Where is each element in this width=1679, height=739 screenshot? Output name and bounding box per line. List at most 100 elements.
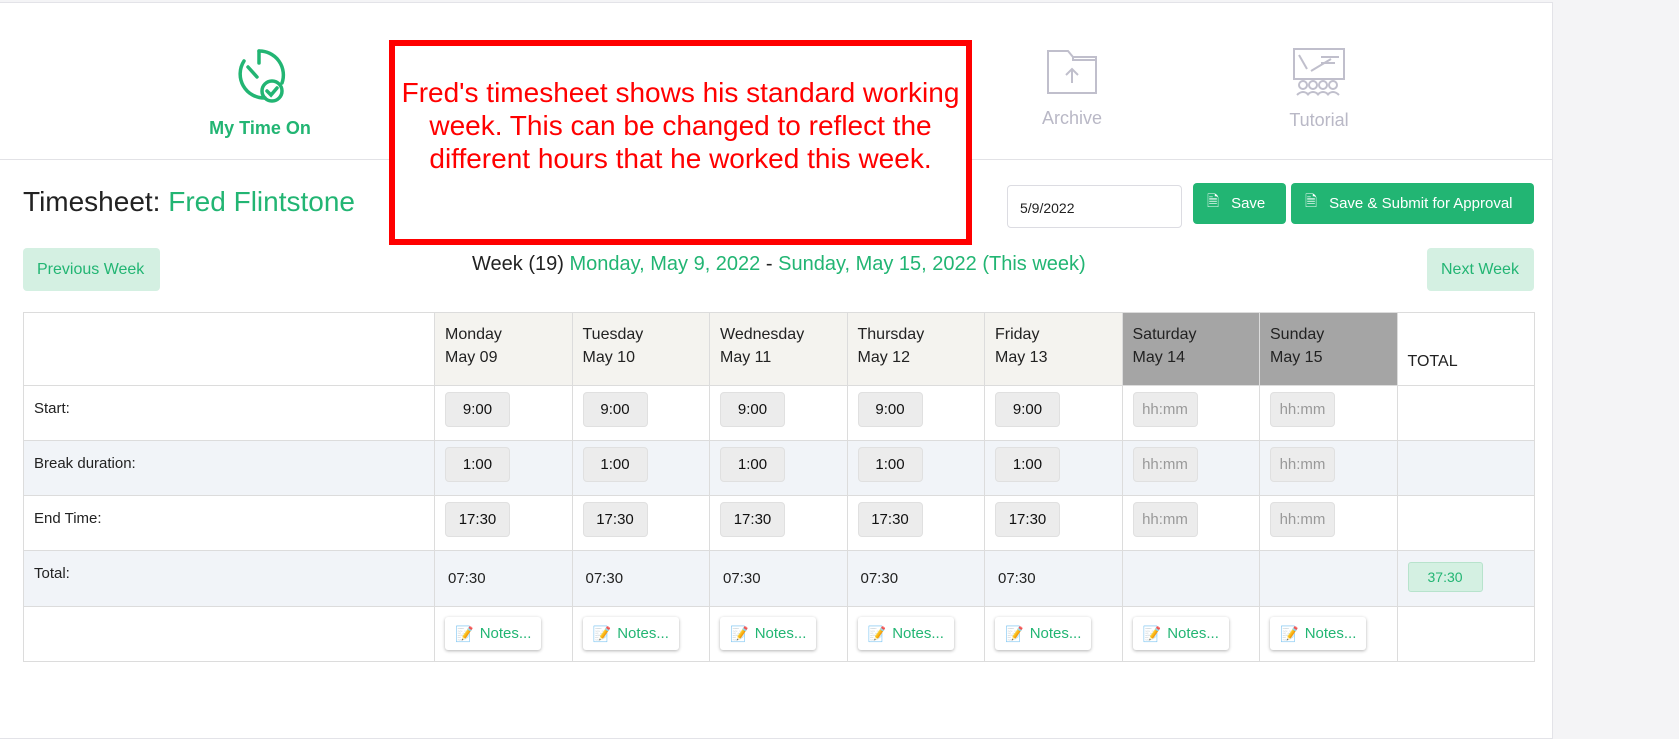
time-input[interactable]: 1:00 [720,447,785,482]
notes-button[interactable]: 📝 Notes... [1270,617,1367,650]
time-input[interactable]: 17:30 [857,502,923,537]
edit-note-icon: 📝 [1280,625,1299,643]
total-header: TOTAL [1396,312,1535,386]
day-total: 07:30 [998,570,1036,587]
cell: 07:30 [571,550,710,607]
cell: 📝 Notes... [709,606,848,662]
edit-note-icon: 📝 [730,625,749,643]
cell: 📝 Notes... [1121,606,1260,662]
day-header: Saturday May 14 [1121,312,1260,386]
cell: 9:00 [984,385,1123,441]
time-input[interactable]: 17:30 [582,502,648,537]
row-total-cell [1396,385,1535,441]
day-header: Friday May 13 [984,312,1123,386]
submit-button[interactable]: 🗎 Save & Submit for Approval [1291,183,1534,224]
time-input[interactable]: 9:00 [995,392,1060,427]
cell: 📝 Notes... [571,606,710,662]
cell: 07:30 [984,550,1123,607]
table-row: End Time: 17:30 17:30 17:30 17:30 17:30 hh:mm h… [23,495,1535,551]
time-input[interactable]: 9:00 [720,392,785,427]
day-header: Tuesday May 10 [571,312,710,386]
notes-label: Notes... [1029,625,1082,642]
cell: hh:mm [1121,385,1260,441]
submit-label: Save & Submit for Approval [1329,195,1513,212]
notes-button[interactable]: 📝 Notes... [995,617,1092,650]
cell: 17:30 [709,495,848,551]
save-button[interactable]: 🗎 Save [1193,183,1286,224]
day-name: Saturday [1132,326,1197,343]
cell: 07:30 [846,550,985,607]
day-total: 07:30 [723,570,761,587]
timer-check-icon [238,49,286,103]
time-input[interactable]: 1:00 [445,447,510,482]
previous-week-button[interactable]: Previous Week [23,248,160,291]
time-input[interactable]: 17:30 [995,502,1060,537]
title-prefix: Timesheet: [23,186,161,217]
day-header: Thursday May 12 [846,312,985,386]
day-date: May 12 [857,349,910,366]
cell: 1:00 [434,440,573,496]
time-input[interactable]: hh:mm [1132,502,1198,537]
time-input[interactable]: 9:00 [445,392,510,427]
nav-my-time-on[interactable]: My Time On [160,43,360,139]
row-label: Break duration: [23,440,435,496]
week-range: Week (19) Monday, May 9, 2022 - Sunday, … [472,253,1086,276]
week-number: Week (19) [472,253,564,275]
day-total [1123,557,1149,583]
notes-button[interactable]: 📝 Notes... [1132,617,1229,650]
notes-label: Notes... [892,625,944,642]
time-input[interactable]: hh:mm [1270,392,1335,427]
week-start: Monday, May 9, 2022 [569,253,761,275]
cell: 17:30 [434,495,573,551]
day-date: May 14 [1132,349,1185,366]
grand-total: 37:30 [1407,562,1483,592]
time-input[interactable]: hh:mm [1270,502,1335,537]
notes-label: Notes... [617,625,669,642]
next-week-button[interactable]: Next Week [1427,248,1534,291]
time-input[interactable]: hh:mm [1132,447,1198,482]
cell: 07:30 [709,550,848,607]
nav-tutorial[interactable]: Tutorial [1219,47,1419,131]
notes-button[interactable]: 📝 Notes... [857,617,954,650]
time-input[interactable]: hh:mm [1270,447,1335,482]
time-input[interactable]: 9:00 [857,392,923,427]
cell: 17:30 [846,495,985,551]
cell [23,606,435,662]
cell: 1:00 [846,440,985,496]
day-header: Wednesday May 11 [709,312,848,386]
time-input[interactable]: 9:00 [582,392,648,427]
time-input[interactable]: 1:00 [857,447,923,482]
day-date: May 13 [995,349,1048,366]
time-input[interactable]: 17:30 [445,502,510,537]
page-title: Timesheet: Fred Flintstone [23,186,355,218]
row-total-cell [1396,495,1535,551]
save-label: Save [1231,195,1266,212]
cell: 17:30 [571,495,710,551]
cell: 9:00 [434,385,573,441]
edit-note-icon: 📝 [867,625,887,643]
cell: hh:mm [1121,495,1260,551]
day-total [1260,557,1286,583]
cell: 9:00 [709,385,848,441]
notes-button[interactable]: 📝 Notes... [582,617,679,650]
notes-button[interactable]: 📝 Notes... [445,617,542,650]
cell: 9:00 [846,385,985,441]
cell [1259,550,1398,607]
nav-archive[interactable]: Archive [972,49,1172,129]
day-date: May 15 [1270,349,1323,366]
time-input[interactable]: hh:mm [1132,392,1198,427]
cell: 📝 Notes... [984,606,1123,662]
time-input[interactable]: 1:00 [995,447,1060,482]
day-name: Wednesday [720,326,805,343]
presentation-icon [1293,48,1345,96]
day-date: May 09 [445,349,498,366]
day-name: Tuesday [582,326,644,343]
row-label: Total: [23,550,435,607]
day-name: Monday [445,326,502,343]
row-total-cell [1396,440,1535,496]
time-input[interactable]: 17:30 [720,502,785,537]
notes-button[interactable]: 📝 Notes... [720,617,817,650]
date-input[interactable]: 5/9/2022 [1007,185,1182,228]
document-check-icon: 🗎 [1305,193,1318,210]
time-input[interactable]: 1:00 [582,447,648,482]
